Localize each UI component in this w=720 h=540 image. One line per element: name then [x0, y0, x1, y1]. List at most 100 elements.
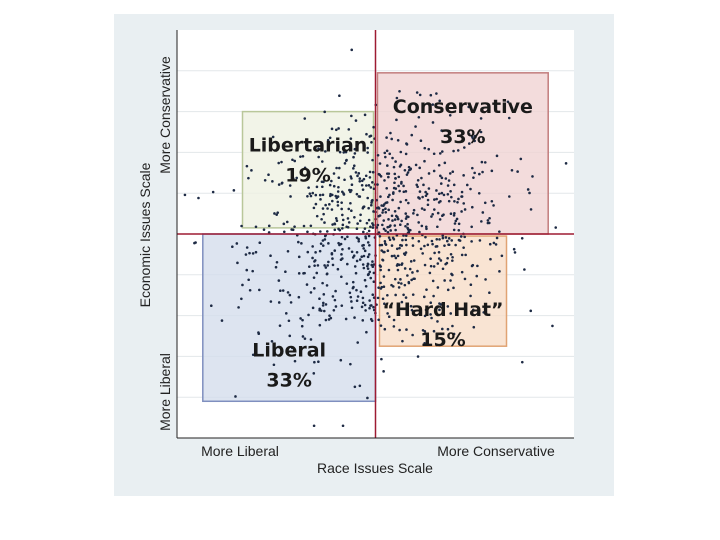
data-point [419, 247, 423, 251]
data-point [335, 128, 338, 132]
data-point [344, 150, 348, 154]
data-point [463, 146, 466, 149]
data-point [414, 163, 418, 167]
quadrant-box [378, 235, 508, 347]
data-point [282, 230, 286, 234]
data-point [333, 222, 336, 225]
data-point [393, 277, 397, 281]
data-point [397, 175, 401, 179]
data-point [383, 240, 387, 243]
data-point [381, 223, 384, 227]
data-point [437, 192, 441, 196]
data-point [410, 278, 413, 282]
data-point [365, 132, 368, 136]
data-point [297, 240, 300, 244]
data-point [350, 250, 354, 254]
data-point [433, 251, 436, 255]
data-point [363, 303, 367, 307]
data-point [346, 262, 349, 266]
data-point [336, 267, 340, 271]
data-point [387, 268, 391, 272]
data-point [460, 253, 464, 257]
data-point [330, 251, 334, 255]
data-point [324, 203, 327, 207]
data-point [358, 384, 362, 388]
data-point [355, 192, 359, 196]
data-point [429, 264, 433, 268]
quadrant-name: Conservative [393, 96, 533, 118]
data-point [392, 325, 396, 328]
data-point [285, 220, 289, 224]
data-point [369, 186, 373, 189]
data-point [463, 277, 467, 281]
data-point [460, 210, 463, 213]
data-point [433, 208, 436, 211]
data-point [349, 362, 352, 366]
data-point [348, 291, 352, 295]
data-point [237, 306, 240, 309]
data-point [424, 194, 428, 198]
data-point [248, 288, 252, 292]
data-point [364, 309, 367, 312]
data-point [349, 295, 353, 299]
data-point [377, 286, 380, 289]
data-point [366, 196, 369, 200]
data-point [452, 228, 456, 232]
data-point [309, 224, 313, 228]
data-point [345, 282, 349, 285]
data-point [319, 242, 323, 245]
data-point [361, 263, 365, 266]
data-point [354, 119, 358, 122]
data-point [457, 222, 461, 226]
data-point [372, 271, 376, 275]
data-point [355, 251, 359, 254]
data-point [490, 199, 494, 203]
y-axis-label: Economic Issues Scale [137, 162, 153, 307]
data-point [312, 372, 316, 375]
quadrant-name: Liberal [252, 339, 326, 361]
data-point [313, 260, 316, 263]
data-point [245, 164, 249, 168]
data-point [319, 309, 323, 312]
quadrant-percent: 19% [285, 165, 330, 187]
data-point [337, 176, 341, 179]
data-point [554, 226, 558, 229]
data-point [444, 177, 448, 180]
data-point [372, 210, 375, 213]
data-point [455, 217, 459, 221]
data-point [395, 118, 398, 122]
data-point [388, 193, 391, 197]
data-point [385, 172, 389, 175]
data-point [330, 127, 334, 131]
data-point [274, 265, 278, 269]
data-point [318, 307, 322, 311]
data-point [471, 263, 475, 267]
data-point [361, 296, 365, 300]
data-point [436, 320, 439, 323]
data-point [432, 265, 436, 268]
data-point [323, 234, 327, 238]
data-point [332, 172, 336, 175]
data-point [482, 137, 485, 141]
data-point [241, 283, 244, 287]
data-point [399, 278, 402, 281]
x-axis-label: Race Issues Scale [317, 460, 433, 476]
data-point [487, 221, 491, 225]
data-point [369, 276, 373, 280]
y-tick-label-liberal: More Liberal [157, 353, 173, 431]
data-point [362, 247, 365, 250]
data-point [340, 235, 344, 239]
data-point [376, 223, 380, 227]
data-point [376, 296, 380, 300]
data-point [359, 213, 362, 217]
data-point [405, 143, 409, 146]
data-point [315, 214, 319, 218]
data-point [469, 187, 472, 191]
data-point [395, 247, 399, 251]
data-point [423, 314, 427, 318]
data-point [429, 301, 433, 304]
data-point [337, 127, 340, 130]
data-point [317, 155, 320, 159]
data-point [358, 219, 362, 223]
data-point [421, 252, 424, 255]
